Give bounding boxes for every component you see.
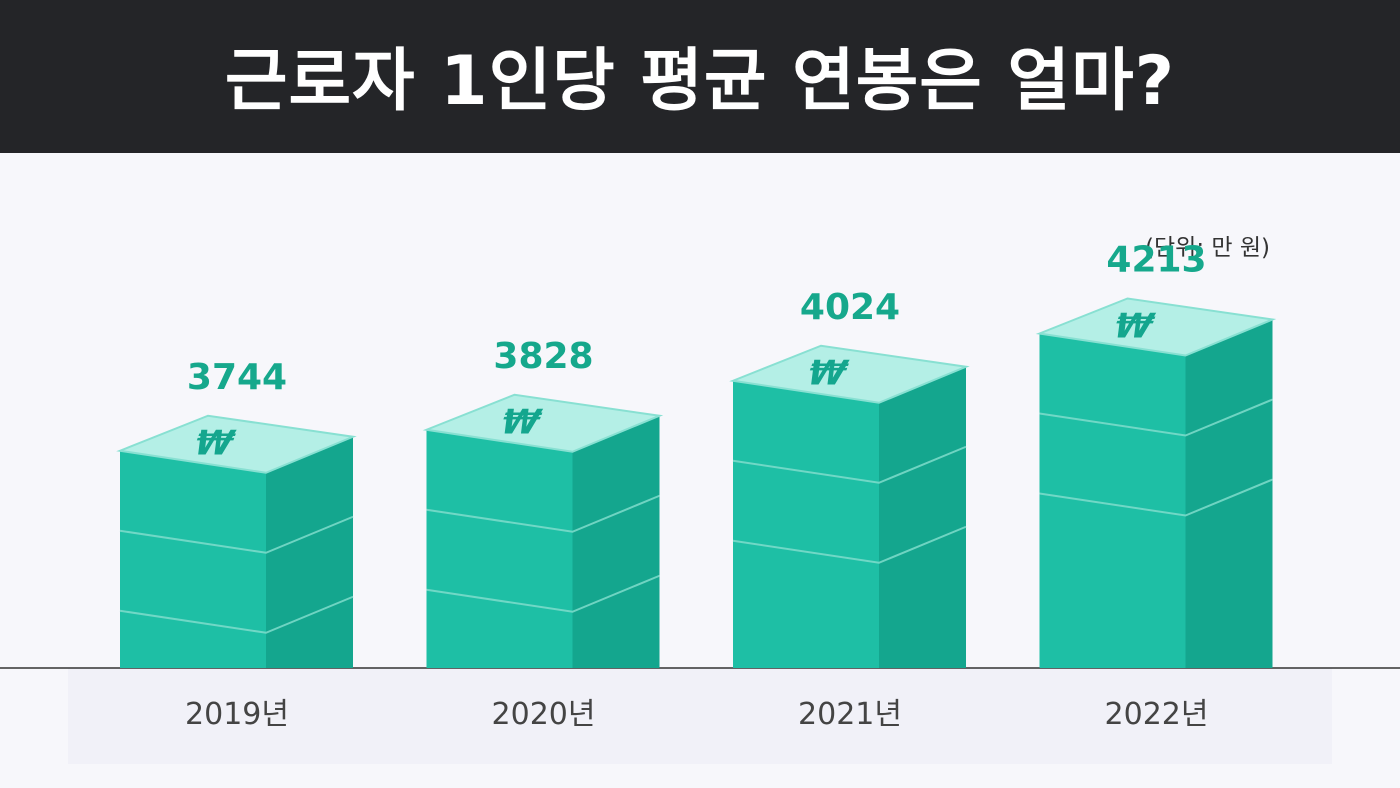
bar-front (426, 429, 573, 668)
bundle-line (732, 445, 967, 484)
bundle-line (1039, 478, 1273, 517)
bundle-line (426, 574, 660, 613)
data-label: 4024 (800, 287, 900, 328)
bar-top (729, 344, 970, 404)
axis-band (68, 668, 1332, 764)
bundle-line (1039, 398, 1273, 437)
data-label: 3828 (493, 336, 593, 377)
data-label: 3744 (187, 357, 287, 398)
bar-side (1185, 319, 1273, 668)
bar-side (879, 366, 966, 668)
data-label: 4213 (1106, 240, 1206, 281)
chart-title: 근로자 1인당 평균 연봉은 얼마? (224, 42, 1176, 121)
bar-top (116, 414, 357, 474)
bar-front (120, 450, 266, 668)
bar-side (572, 415, 660, 668)
bar-front (733, 380, 879, 668)
x-tick-label: 2020년 (492, 697, 596, 732)
bar-front (1039, 333, 1186, 668)
bundle-line (732, 525, 967, 564)
x-tick-label: 2022년 (1105, 697, 1209, 732)
bar-top (1035, 297, 1277, 357)
x-tick-label: 2019년 (185, 697, 289, 732)
bar-top (422, 393, 664, 453)
unit-label: (단위: 만 원) (1145, 235, 1270, 261)
bar-side (266, 436, 353, 668)
title-banner: 근로자 1인당 평균 연봉은 얼마? (0, 0, 1400, 153)
bundle-line (119, 595, 354, 634)
bundle-line (426, 494, 660, 533)
bundle-line (119, 515, 354, 554)
x-tick-label: 2021년 (798, 697, 902, 732)
